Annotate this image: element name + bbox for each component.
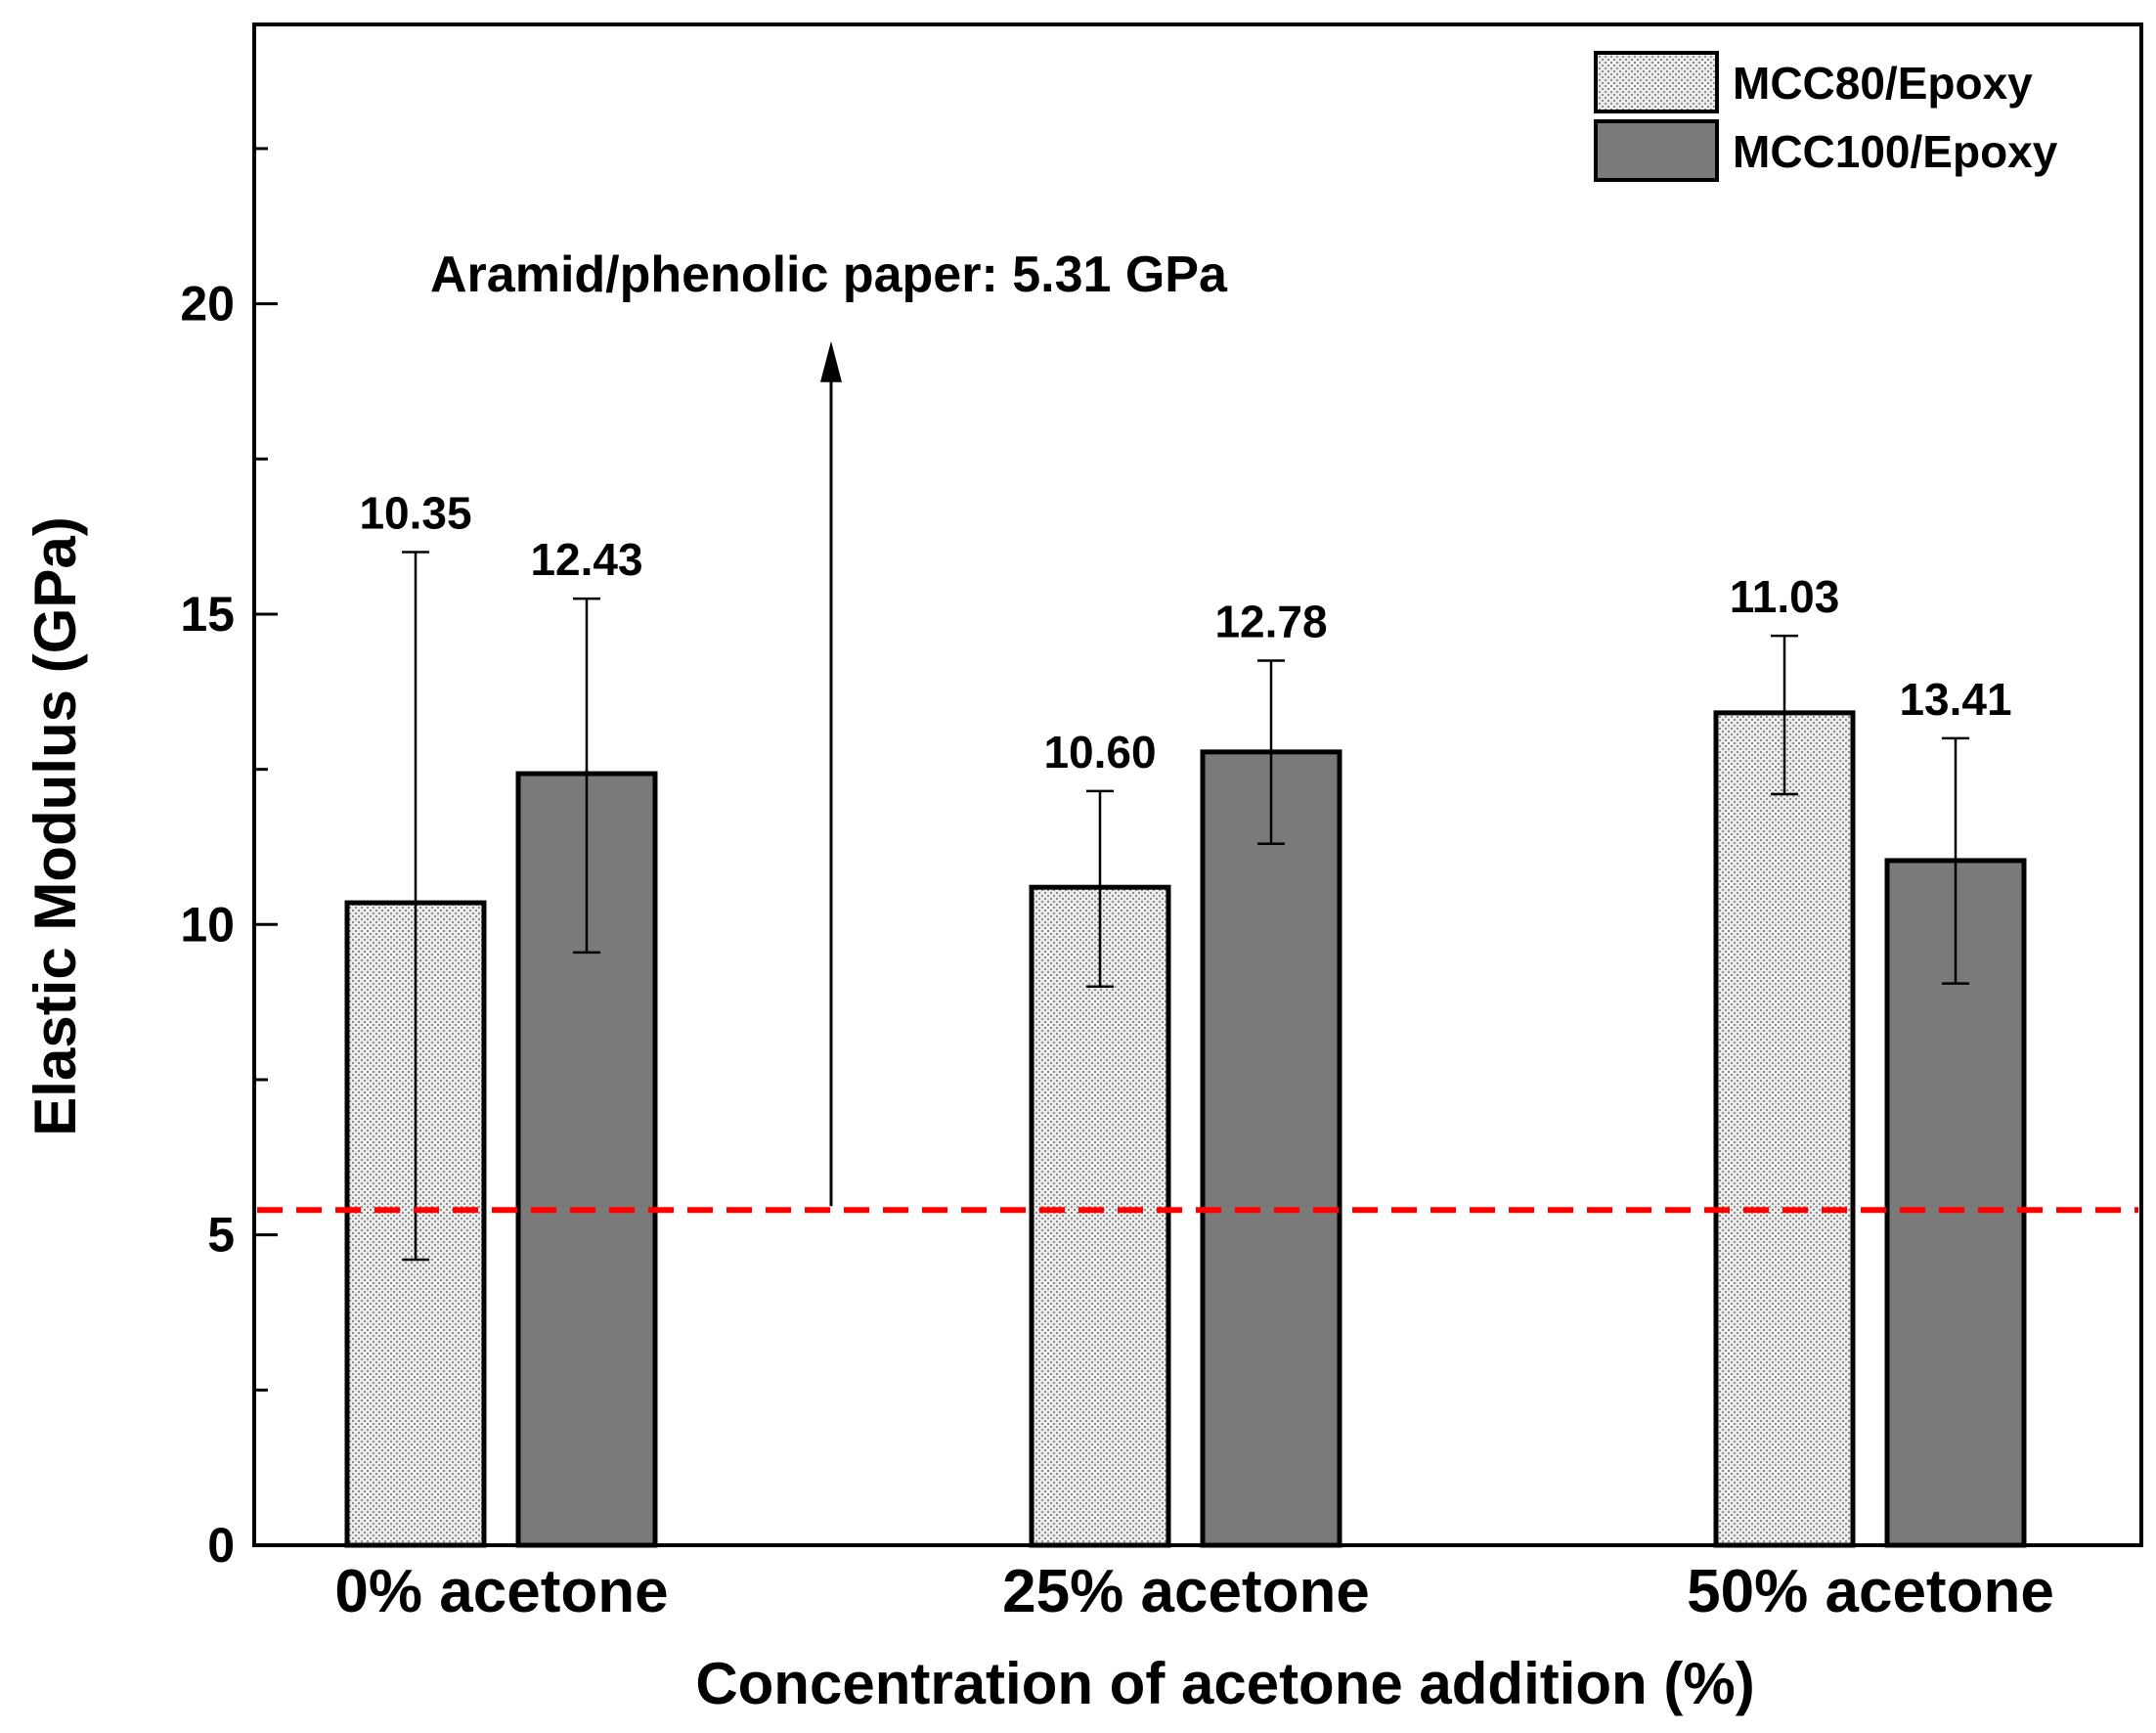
y-axis: 0 5 10 15 20 xyxy=(180,147,278,1573)
x-category-label: 50% acetone xyxy=(1687,1558,2054,1625)
y-tick-label: 0 xyxy=(207,1518,235,1573)
bar-mcc100-epoxy-1 xyxy=(1200,749,1342,1548)
reference-line-group xyxy=(257,340,2138,1214)
legend: MCC80/Epoxy MCC100/Epoxy xyxy=(1594,51,2058,182)
legend-swatch-mcc80 xyxy=(1594,51,1719,113)
data-labels-group: 10.35 12.43 10.60 12.78 11.03 13.41 xyxy=(359,487,2011,777)
data-label: 10.35 xyxy=(359,487,471,538)
data-label: 10.60 xyxy=(1043,727,1156,778)
error-bars-group xyxy=(402,551,1969,1262)
legend-label-mcc100: MCC100/Epoxy xyxy=(1733,126,2058,177)
plot-border xyxy=(252,22,2143,1547)
x-axis-title: Concentration of acetone addition (%) xyxy=(695,1651,1754,1716)
y-tick-label: 5 xyxy=(207,1208,235,1263)
data-label: 12.78 xyxy=(1214,597,1327,647)
legend-swatch-mcc100 xyxy=(1594,119,1719,182)
y-tick-label: 15 xyxy=(180,587,235,642)
arrow-head-icon xyxy=(820,340,842,382)
bar-mcc80-epoxy-1 xyxy=(1029,884,1171,1548)
y-tick-label: 20 xyxy=(180,277,235,332)
y-axis-title: Elastic Modulus (GPa) xyxy=(22,516,88,1135)
y-tick-label: 10 xyxy=(180,897,235,952)
data-label: 12.43 xyxy=(530,534,642,585)
data-label: 11.03 xyxy=(1730,571,1840,622)
x-category-label: 0% acetone xyxy=(334,1558,668,1625)
x-category-labels: 0% acetone 25% acetone 50% acetone xyxy=(334,1558,2053,1625)
x-category-label: 25% acetone xyxy=(1002,1558,1370,1625)
data-label: 13.41 xyxy=(1899,674,2011,725)
bars-group xyxy=(344,710,2027,1548)
bar-mcc80-epoxy-2 xyxy=(1713,710,1856,1548)
reference-line-label: Aramid/phenolic paper: 5.31 GPa xyxy=(430,246,1228,303)
legend-label-mcc80: MCC80/Epoxy xyxy=(1733,58,2033,109)
plot-frame xyxy=(252,22,2143,1547)
